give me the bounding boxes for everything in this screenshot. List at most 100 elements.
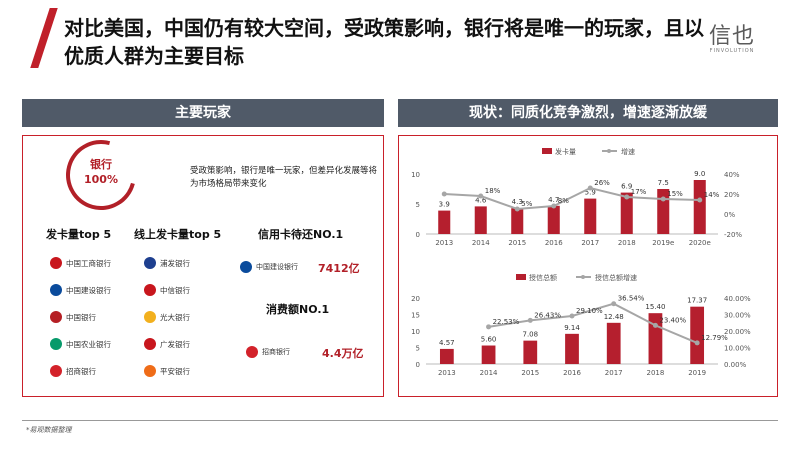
x-tick-label: 2014 [472, 239, 490, 247]
market-share-label-line2: 100% [84, 173, 118, 186]
bank-logo-issuance-2: 中国建设银行 [50, 284, 111, 296]
bar-2015 [523, 340, 538, 364]
bank-logo-online-3: 光大银行 [144, 311, 190, 323]
bar-value-label: 17.37 [687, 297, 707, 305]
bar-value-label: 4.7 [548, 196, 559, 204]
growth-point [587, 185, 593, 191]
bank-logo-issuance-1: 中国工商银行 [50, 257, 111, 269]
bank-name: 中国工商银行 [66, 258, 111, 268]
y-tick-label: 0 [416, 231, 420, 239]
bar-value-label: 7.5 [658, 179, 669, 187]
bar-2020e [693, 180, 706, 234]
growth-point [697, 197, 703, 203]
bank-name: 中信银行 [160, 285, 190, 295]
bar-2019 [690, 306, 705, 364]
cmb-icon [246, 346, 258, 358]
bar-value-label: 5.60 [481, 336, 497, 344]
bank-logo-issuance-4: 中国农业银行 [50, 338, 111, 350]
growth-label: 8% [558, 197, 569, 205]
bank-icon [144, 257, 156, 269]
credit-limit-chart: 授信总额 授信总额增速 0 5 10 15 20 40.00% 30.00% 20.00% 10.0… [411, 273, 751, 377]
x-tick-label: 2013 [438, 369, 456, 377]
y2-tick-label: 0.00% [724, 361, 747, 369]
x-tick-label: 2016 [545, 239, 563, 247]
bar-value-label: 15.40 [645, 303, 665, 311]
y2-tick-label: 0% [724, 211, 735, 219]
page-title: 对比美国，中国仍有较大空间，受政策影响，银行将是唯一的玩家，且以优质人群为主要目… [64, 16, 704, 68]
bank-name: 光大银行 [160, 312, 190, 322]
growth-point [441, 191, 447, 197]
bar-value-label: 4.57 [439, 339, 455, 347]
x-tick-label: 2020e [689, 239, 711, 247]
legend-label-line: 授信总额增速 [595, 273, 637, 282]
x-tick-label: 2018 [618, 239, 636, 247]
growth-point [514, 206, 520, 212]
bank-name: 中国农业银行 [66, 339, 111, 349]
col-online-issuance-title: 线上发卡量top 5 [134, 228, 222, 241]
bank-name: 招商银行 [66, 366, 96, 376]
bar-2013 [439, 348, 454, 364]
bar-2014 [481, 345, 496, 364]
bank-icon [144, 338, 156, 350]
growth-label: 15% [667, 190, 683, 198]
y-tick-label: 5 [416, 201, 420, 209]
source-footnote: *易观数据整理 [26, 426, 72, 434]
growth-label: 17% [631, 188, 647, 196]
bank-logo-issuance-5: 招商银行 [50, 365, 96, 377]
bank-icon [50, 284, 62, 296]
bank-name: 广发银行 [160, 339, 190, 349]
y-tick-label: 10 [411, 171, 420, 179]
x-tick-label: 2019 [688, 369, 706, 377]
x-tick-label: 2017 [605, 369, 623, 377]
bar-2017 [606, 322, 621, 364]
card-issuance-chart: 发卡量 增速 0 5 10 40% 20% 0% -20% 3.9 2013 4.6 2014 4.3 20… [411, 147, 742, 247]
bank-icon [144, 365, 156, 377]
bank-name: 中国银行 [66, 312, 96, 322]
y-tick-label: 20 [411, 295, 420, 303]
company-logo: 信也 FINVOLUTION [702, 18, 762, 54]
y-tick-label: 10 [411, 328, 420, 336]
growth-label: 23.40% [659, 316, 686, 324]
growth-label: 29.10% [576, 307, 603, 315]
bar-2013 [438, 210, 451, 234]
legend-label-bar: 授信总额 [529, 273, 557, 282]
bar-value-label: 9.14 [564, 324, 580, 332]
growth-label: 12.79% [701, 334, 728, 342]
growth-point [478, 193, 484, 199]
legend-swatch-dot [607, 149, 611, 153]
market-share-label-line1: 银行 [90, 158, 112, 171]
bar-2017 [584, 198, 597, 234]
bar-value-label: 4.3 [512, 198, 523, 206]
growth-line [488, 302, 698, 344]
x-tick-label: 2015 [521, 369, 539, 377]
legend-swatch-bar [516, 274, 526, 280]
bank-name: 中国建设银行 [66, 285, 111, 295]
bank-icon [144, 311, 156, 323]
ccb-logo-outstanding: 中国建设银行 [240, 261, 298, 273]
bank-logo-online-1: 浦发银行 [144, 257, 190, 269]
right-panel-header: 现状：同质化竞争激烈，增速逐渐放缓 [398, 99, 778, 127]
outstanding-value: 7412亿 [318, 262, 360, 275]
bar-value-label: 4.6 [475, 196, 487, 204]
bar-2014 [474, 206, 487, 234]
growth-point [611, 301, 617, 307]
legend-label-line: 增速 [621, 147, 635, 156]
col-spending-title: 消费额NO.1 [266, 303, 330, 316]
x-tick-label: 2015 [508, 239, 526, 247]
bank-logo-online-4: 广发银行 [144, 338, 190, 350]
logo-subtext: FINVOLUTION [709, 48, 755, 54]
y2-tick-label: 40% [724, 171, 740, 179]
growth-point [527, 317, 533, 323]
bar-2015 [511, 208, 524, 234]
growth-point [551, 203, 557, 209]
x-tick-label: 2019e [652, 239, 674, 247]
growth-point [652, 322, 658, 328]
bar-value-label: 3.9 [439, 201, 450, 209]
y-tick-label: 5 [416, 345, 420, 353]
bank-icon [50, 257, 62, 269]
growth-point [660, 196, 666, 202]
ccb-icon [240, 261, 252, 273]
bank-icon [50, 311, 62, 323]
bank-icon [50, 338, 62, 350]
x-tick-label: 2014 [480, 369, 498, 377]
